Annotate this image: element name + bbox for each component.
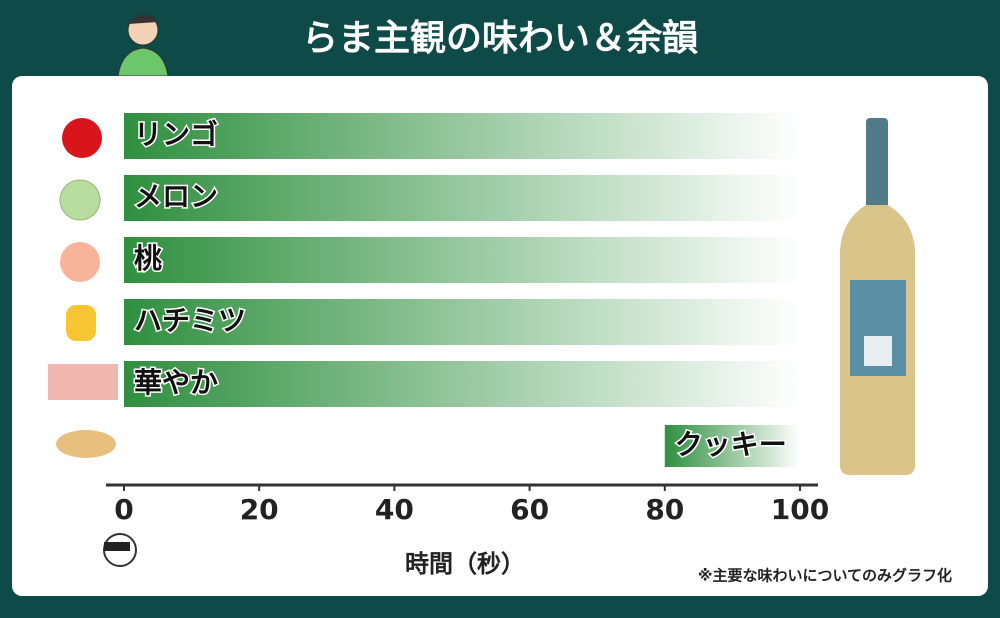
chart-title: らま主観の味わい＆余韻 [302, 17, 698, 59]
category-label: 桃 [134, 242, 162, 275]
category-label: リンゴ [134, 118, 218, 151]
bar [124, 237, 800, 283]
x-tick-label: 0 [114, 493, 133, 526]
avatar-icon [117, 13, 169, 77]
bottle-illustration [840, 118, 915, 475]
fruit-icons [48, 118, 118, 458]
x-axis-label: 時間（秒） [405, 550, 525, 578]
bar [124, 175, 800, 221]
bar [664, 425, 800, 467]
x-tick-label: 40 [375, 493, 414, 526]
x-tick-label: 100 [771, 493, 829, 526]
category-label: メロン [134, 180, 218, 213]
note: ※主要な味わいについてのみグラフ化 [698, 567, 952, 585]
reader-icon [103, 533, 137, 567]
x-tick-label: 20 [240, 493, 279, 526]
category-label: ハチミツ [134, 304, 246, 337]
category-label: クッキー [675, 428, 787, 461]
bar [124, 113, 800, 159]
bar [124, 361, 800, 407]
x-tick-label: 60 [510, 493, 549, 526]
bar [124, 299, 800, 345]
x-tick-label: 80 [645, 493, 684, 526]
category-label: 華やか [134, 366, 218, 399]
